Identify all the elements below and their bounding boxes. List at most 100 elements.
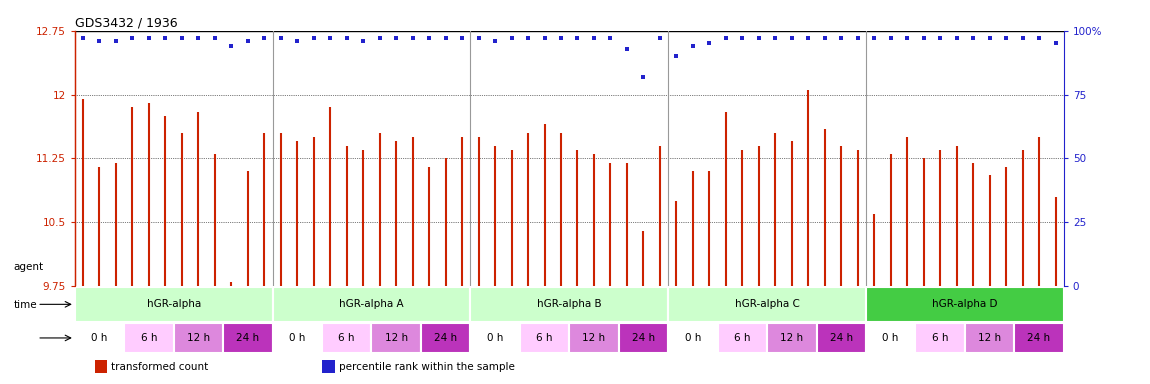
Point — [601, 35, 620, 41]
Text: 12 h: 12 h — [384, 333, 408, 343]
Point — [865, 35, 883, 41]
Bar — [174, 323, 223, 353]
Text: 12 h: 12 h — [186, 333, 210, 343]
Text: 6 h: 6 h — [140, 333, 158, 343]
Point — [370, 35, 389, 41]
Point — [750, 35, 768, 41]
Text: 6 h: 6 h — [536, 333, 553, 343]
Bar — [965, 323, 1014, 353]
Point — [453, 35, 472, 41]
Bar — [668, 323, 718, 353]
Text: 12 h: 12 h — [780, 333, 804, 343]
Point — [74, 35, 92, 41]
Point — [980, 35, 998, 41]
Point — [914, 35, 933, 41]
Bar — [94, 360, 107, 373]
Point — [635, 74, 653, 80]
Text: GDS3432 / 1936: GDS3432 / 1936 — [75, 17, 177, 30]
Point — [898, 35, 917, 41]
Point — [206, 35, 224, 41]
Point — [289, 38, 307, 44]
Bar — [1014, 323, 1064, 353]
Text: time: time — [14, 300, 38, 310]
Text: 6 h: 6 h — [338, 333, 355, 343]
Text: 0 h: 0 h — [684, 333, 702, 343]
Text: 24 h: 24 h — [829, 333, 853, 343]
Bar — [866, 287, 1064, 322]
Bar — [619, 323, 668, 353]
Bar — [816, 323, 866, 353]
Bar — [322, 323, 371, 353]
Text: hGR-alpha A: hGR-alpha A — [339, 300, 404, 310]
Text: hGR-alpha: hGR-alpha — [146, 300, 201, 310]
Bar — [322, 360, 335, 373]
Text: percentile rank within the sample: percentile rank within the sample — [339, 362, 515, 372]
Point — [386, 35, 406, 41]
Bar — [668, 287, 866, 322]
Point — [437, 35, 455, 41]
Point — [1046, 40, 1065, 46]
Point — [172, 35, 191, 41]
Point — [519, 35, 537, 41]
Bar — [767, 323, 816, 353]
Bar — [273, 323, 322, 353]
Text: agent: agent — [14, 262, 44, 272]
Text: hGR-alpha B: hGR-alpha B — [537, 300, 601, 310]
Point — [997, 35, 1015, 41]
Point — [156, 35, 175, 41]
Bar — [371, 323, 421, 353]
Point — [338, 35, 356, 41]
Point — [716, 35, 735, 41]
Point — [568, 35, 586, 41]
Point — [1030, 35, 1049, 41]
Text: 0 h: 0 h — [486, 333, 504, 343]
Point — [700, 40, 719, 46]
Text: 6 h: 6 h — [734, 333, 751, 343]
Text: 0 h: 0 h — [91, 333, 108, 343]
Text: 24 h: 24 h — [236, 333, 260, 343]
Text: 24 h: 24 h — [631, 333, 655, 343]
Text: transformed count: transformed count — [112, 362, 208, 372]
Point — [833, 35, 851, 41]
Point — [486, 38, 505, 44]
Text: 6 h: 6 h — [932, 333, 949, 343]
Point — [91, 38, 108, 44]
Point — [799, 35, 818, 41]
Point — [140, 35, 159, 41]
Bar — [866, 323, 915, 353]
Point — [618, 46, 636, 52]
Point — [354, 38, 373, 44]
Bar — [520, 323, 569, 353]
Text: 24 h: 24 h — [1027, 333, 1051, 343]
Point — [783, 35, 802, 41]
Bar — [421, 323, 470, 353]
Point — [271, 35, 290, 41]
Point — [321, 35, 339, 41]
Point — [667, 53, 685, 59]
Bar — [223, 323, 273, 353]
Point — [932, 35, 950, 41]
Point — [189, 35, 208, 41]
Point — [849, 35, 867, 41]
Bar — [75, 323, 124, 353]
Bar — [915, 323, 965, 353]
Point — [255, 35, 274, 41]
Point — [552, 35, 570, 41]
Bar — [569, 323, 619, 353]
Point — [1013, 35, 1032, 41]
Point — [420, 35, 438, 41]
Text: 24 h: 24 h — [434, 333, 458, 343]
Point — [536, 35, 554, 41]
Point — [964, 35, 982, 41]
Bar — [470, 323, 520, 353]
Point — [503, 35, 521, 41]
Point — [683, 43, 702, 49]
Point — [404, 35, 422, 41]
Point — [305, 35, 323, 41]
Text: 0 h: 0 h — [289, 333, 306, 343]
Point — [239, 38, 258, 44]
Point — [766, 35, 784, 41]
Point — [651, 35, 669, 41]
Point — [882, 35, 900, 41]
Bar — [273, 287, 470, 322]
